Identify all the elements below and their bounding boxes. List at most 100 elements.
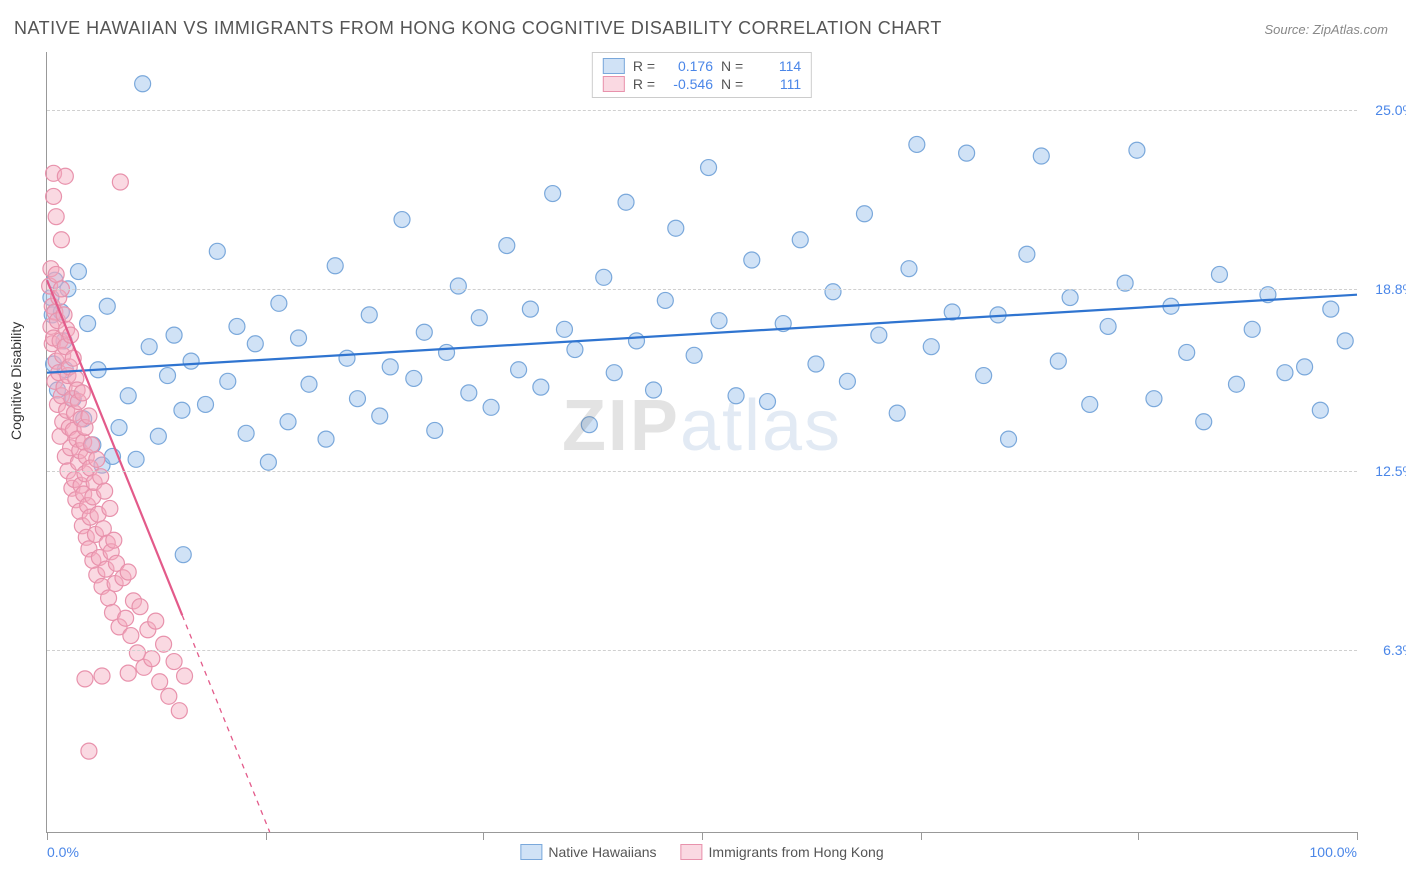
data-point: [120, 665, 136, 681]
data-point: [711, 313, 727, 329]
data-point: [1277, 365, 1293, 381]
y-tick-label: 6.3%: [1383, 642, 1406, 658]
x-tick-label: 100.0%: [1310, 844, 1357, 860]
source-attribution: Source: ZipAtlas.com: [1264, 22, 1388, 37]
data-point: [545, 186, 561, 202]
data-point: [1244, 321, 1260, 337]
data-point: [81, 408, 97, 424]
data-point: [483, 399, 499, 415]
data-point: [129, 645, 145, 661]
legend-item-0: Native Hawaiians: [520, 844, 656, 860]
x-tick-label: 0.0%: [47, 844, 79, 860]
data-point: [1100, 318, 1116, 334]
data-point: [291, 330, 307, 346]
n-label: N =: [721, 76, 743, 92]
data-point: [209, 243, 225, 259]
data-point: [102, 500, 118, 516]
data-point: [106, 532, 122, 548]
data-point: [349, 391, 365, 407]
data-point: [728, 388, 744, 404]
data-point: [792, 232, 808, 248]
r-value-0: 0.176: [663, 58, 713, 74]
data-point: [1312, 402, 1328, 418]
data-point: [220, 373, 236, 389]
data-point: [120, 388, 136, 404]
data-point: [382, 359, 398, 375]
data-point: [101, 590, 117, 606]
data-point: [1019, 246, 1035, 262]
r-value-1: -0.546: [663, 76, 713, 92]
data-point: [57, 168, 73, 184]
n-value-0: 114: [751, 58, 801, 74]
gridline: [47, 471, 1357, 472]
data-point: [533, 379, 549, 395]
data-point: [81, 743, 97, 759]
data-point: [150, 428, 166, 444]
data-point: [1297, 359, 1313, 375]
data-point: [48, 209, 64, 225]
data-point: [111, 420, 127, 436]
data-point: [229, 318, 245, 334]
data-point: [171, 703, 187, 719]
data-point: [959, 145, 975, 161]
data-point: [177, 668, 193, 684]
data-point: [909, 136, 925, 152]
data-point: [238, 425, 254, 441]
data-point: [471, 310, 487, 326]
data-point: [160, 368, 176, 384]
data-point: [123, 628, 139, 644]
data-point: [450, 278, 466, 294]
data-point: [318, 431, 334, 447]
data-point: [175, 547, 191, 563]
data-point: [141, 339, 157, 355]
data-point: [84, 437, 100, 453]
data-point: [1050, 353, 1066, 369]
data-point: [1146, 391, 1162, 407]
data-point: [923, 339, 939, 355]
data-point: [976, 368, 992, 384]
data-point: [166, 654, 182, 670]
data-point: [152, 674, 168, 690]
y-tick-label: 25.0%: [1375, 102, 1406, 118]
data-point: [567, 342, 583, 358]
data-point: [1196, 414, 1212, 430]
data-point: [522, 301, 538, 317]
data-point: [839, 373, 855, 389]
data-point: [394, 212, 410, 228]
data-point: [581, 417, 597, 433]
data-point: [668, 220, 684, 236]
data-point: [439, 344, 455, 360]
data-point: [889, 405, 905, 421]
data-point: [686, 347, 702, 363]
data-point: [1179, 344, 1195, 360]
x-tick: [1138, 832, 1139, 840]
legend-stats: R = 0.176 N = 114 R = -0.546 N = 111: [592, 52, 812, 98]
data-point: [161, 688, 177, 704]
x-tick: [1357, 832, 1358, 840]
legend-swatch-0: [603, 58, 625, 74]
data-point: [406, 370, 422, 386]
data-point: [372, 408, 388, 424]
data-point: [1129, 142, 1145, 158]
gridline: [47, 110, 1357, 111]
data-point: [99, 298, 115, 314]
gridline: [47, 289, 1357, 290]
data-point: [280, 414, 296, 430]
data-point: [301, 376, 317, 392]
data-point: [70, 264, 86, 280]
data-point: [339, 350, 355, 366]
n-label: N =: [721, 58, 743, 74]
data-point: [618, 194, 634, 210]
legend-swatch-1: [603, 76, 625, 92]
data-point: [183, 353, 199, 369]
data-point: [856, 206, 872, 222]
data-point: [53, 232, 69, 248]
data-point: [74, 385, 90, 401]
data-point: [427, 422, 443, 438]
data-point: [1082, 396, 1098, 412]
data-point: [901, 261, 917, 277]
data-point: [135, 76, 151, 92]
trend-line-dashed: [182, 615, 269, 832]
legend-series: Native Hawaiians Immigrants from Hong Ko…: [520, 844, 883, 860]
data-point: [1323, 301, 1339, 317]
